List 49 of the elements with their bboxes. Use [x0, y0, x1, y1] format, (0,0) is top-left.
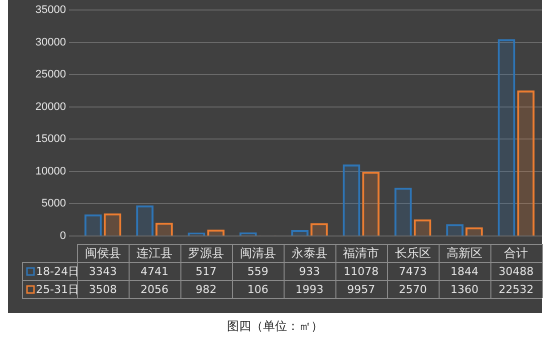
- x-tick-label: 闽侯县: [84, 246, 121, 260]
- data-label: 11078: [344, 264, 379, 278]
- data-label: 982: [196, 282, 217, 296]
- x-tick-label: 福清市: [343, 246, 380, 260]
- x-tick-label: 连江县: [136, 246, 172, 260]
- x-tick-label: 永泰县: [292, 246, 328, 260]
- legend-label: 25-31日: [36, 282, 79, 296]
- data-label: 2056: [140, 282, 168, 296]
- bar: [342, 164, 360, 236]
- y-tick-label: 35000: [35, 4, 66, 16]
- bar: [291, 230, 309, 236]
- x-tick-label: 长乐区: [394, 246, 431, 260]
- y-tick-label: 20000: [35, 100, 66, 113]
- bar: [498, 39, 516, 236]
- data-label: 22532: [498, 282, 534, 296]
- data-label: 4741: [140, 264, 168, 278]
- bar: [84, 214, 102, 236]
- data-label: 1844: [450, 264, 478, 278]
- data-label: 1360: [450, 282, 478, 296]
- x-tick-label: 合计: [504, 246, 528, 260]
- y-tick-label: 0: [60, 230, 66, 242]
- x-tick-label: 闽清县: [240, 246, 276, 260]
- data-label: 30488: [498, 264, 534, 278]
- bar: [362, 172, 380, 236]
- data-label: 9957: [347, 282, 376, 296]
- bar: [517, 90, 535, 236]
- text: 图四（单位：㎡）: [226, 318, 324, 335]
- bar: [136, 205, 154, 236]
- y-tick-label: 10000: [35, 165, 66, 178]
- y-tick-label: 30000: [35, 36, 66, 48]
- bar: [207, 230, 225, 236]
- data-label: 559: [247, 264, 268, 278]
- data-label: 106: [247, 282, 268, 296]
- x-tick-label: 罗源县: [188, 246, 224, 260]
- y-tick-label: 25000: [35, 68, 66, 81]
- bar: [104, 213, 122, 236]
- data-label: 3508: [88, 282, 117, 296]
- y-tick-label: 15000: [35, 133, 66, 146]
- data-label: 2570: [398, 282, 427, 296]
- data-label: 933: [299, 264, 320, 278]
- y-tick-label: 5000: [42, 198, 66, 210]
- data-label: 517: [196, 264, 217, 278]
- x-tick-label: 高新区: [446, 246, 482, 260]
- data-label: 1993: [296, 282, 324, 296]
- bar: [394, 188, 412, 236]
- data-label: 3343: [88, 264, 117, 278]
- bar: [465, 227, 483, 236]
- legend-label: 18-24日: [36, 264, 79, 278]
- data-label: 7473: [398, 264, 427, 278]
